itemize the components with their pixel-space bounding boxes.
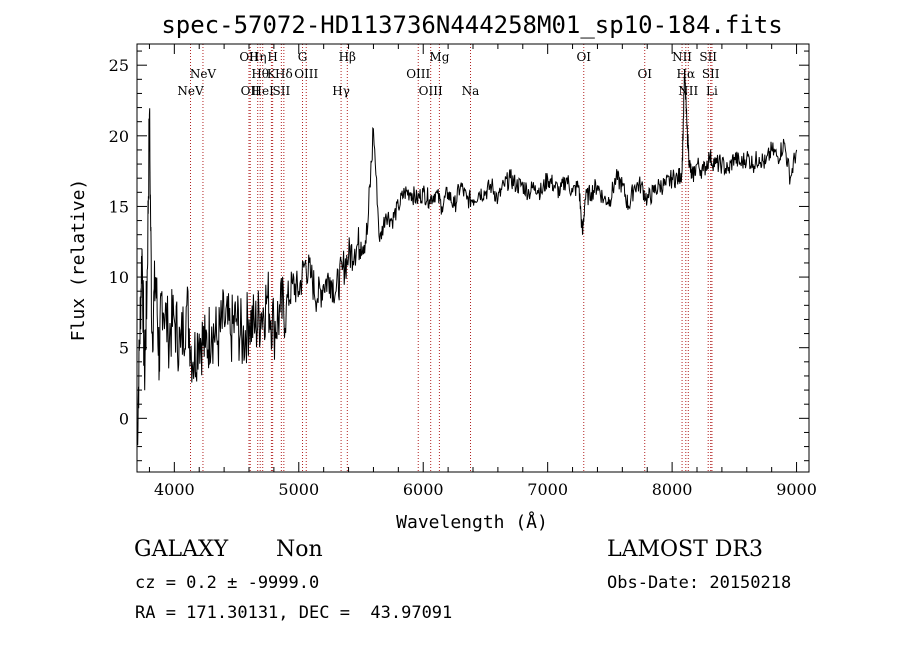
x-tick-label: 8000: [652, 480, 693, 499]
line-marker-label: OI: [637, 67, 652, 81]
line-marker-label: K: [267, 67, 277, 81]
survey-name: LAMOST DR3: [607, 537, 763, 562]
x-tick-label: 5000: [278, 480, 319, 499]
y-tick-label: 20: [109, 127, 129, 146]
line-marker-label: Li: [706, 84, 718, 98]
redshift-line: cz = 0.2 ± -9999.0: [135, 573, 320, 593]
line-marker-label: Hβ: [339, 50, 356, 64]
line-marker-label: NeV: [190, 67, 217, 81]
x-tick-label: 9000: [776, 480, 817, 499]
spectral-line-markers: [190, 44, 713, 472]
line-marker-label: SII: [699, 50, 717, 64]
line-marker-label: OII: [241, 84, 261, 98]
line-marker-label: Na: [462, 84, 480, 98]
line-marker-label: Hθ: [251, 67, 269, 81]
line-marker-label: OI: [576, 50, 591, 64]
line-marker-label: G: [298, 50, 308, 64]
x-axis-ticks: 4000 5000 6000 7000 8000 9000: [148, 44, 817, 499]
line-marker-label: HeI: [252, 84, 275, 98]
line-marker-label: NeV: [177, 84, 204, 98]
obs-date: Obs-Date: 20150218: [607, 573, 792, 593]
x-tick-label: 6000: [403, 480, 444, 499]
coordinates: RA = 171.30131, DEC = 43.97091: [135, 603, 453, 623]
line-marker-label: OII: [239, 50, 259, 64]
x-tick-label: 4000: [154, 480, 195, 499]
line-marker-label: NII: [672, 50, 692, 64]
line-marker-label: OIII: [294, 67, 318, 81]
line-marker-label: Hη: [249, 50, 267, 64]
line-marker-label: SII: [273, 84, 291, 98]
line-marker-label: Hα: [677, 67, 696, 81]
y-axis-label: Flux (relative): [68, 179, 89, 342]
y-tick-label: 25: [109, 56, 129, 75]
x-axis-label: Wavelength (Å): [396, 511, 548, 533]
y-tick-label: 0: [119, 409, 129, 428]
y-tick-label: 15: [109, 197, 129, 216]
line-marker-label: Hδ: [275, 67, 293, 81]
object-subclass: Non: [276, 537, 323, 562]
line-marker-label: OIII: [419, 84, 443, 98]
x-tick-label: 7000: [527, 480, 568, 499]
spectrum-line: [136, 69, 798, 447]
line-marker-label: Mg: [429, 50, 449, 64]
line-marker-label: SII: [702, 67, 720, 81]
line-marker-label: NII: [678, 84, 698, 98]
y-axis-ticks: 0 5 10 15 20 25: [109, 50, 809, 462]
chart-title: spec-57072-HD113736N444258M01_sp10-184.f…: [161, 11, 782, 39]
line-marker-label: Hγ: [332, 84, 350, 98]
y-tick-label: 5: [119, 339, 129, 358]
line-marker-label: H: [267, 50, 277, 64]
y-tick-label: 10: [109, 268, 129, 287]
object-class: GALAXY: [134, 537, 229, 562]
line-marker-label: OIII: [406, 67, 430, 81]
